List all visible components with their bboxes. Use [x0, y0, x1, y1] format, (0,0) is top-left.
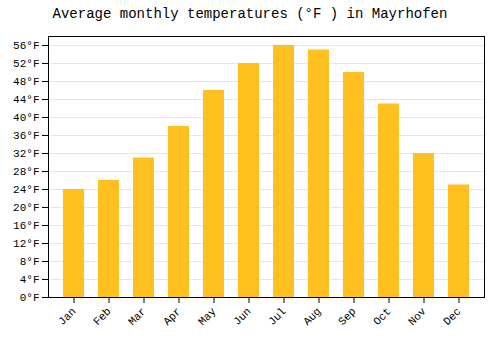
svg-text:32°F: 32°F: [13, 148, 39, 160]
svg-text:52°F: 52°F: [13, 58, 39, 70]
svg-text:28°F: 28°F: [13, 166, 39, 178]
svg-text:12°F: 12°F: [13, 238, 39, 250]
svg-text:Apr: Apr: [161, 305, 183, 327]
html-text:Average monthly temperatures (: Average monthly temperatures (°F ) in Ma…: [52, 6, 448, 22]
svg-text:Mar: Mar: [126, 305, 148, 327]
svg-text:0°F: 0°F: [20, 292, 40, 304]
svg-text:Oct: Oct: [371, 305, 393, 327]
svg-text:20°F: 20°F: [13, 202, 39, 214]
svg-text:40°F: 40°F: [13, 112, 39, 124]
svg-text:Dec: Dec: [441, 305, 463, 327]
svg-text:44°F: 44°F: [13, 94, 39, 106]
svg-text:Nov: Nov: [406, 305, 429, 328]
svg-text:56°F: 56°F: [13, 40, 39, 52]
svg-text:May: May: [196, 305, 219, 328]
svg-text:8°F: 8°F: [20, 256, 40, 268]
svg-text:16°F: 16°F: [13, 220, 39, 232]
svg-text:Aug: Aug: [301, 305, 323, 327]
svg-text:4°F: 4°F: [20, 274, 40, 286]
svg-text:Jan: Jan: [56, 305, 78, 327]
svg-text:Sep: Sep: [336, 305, 358, 327]
svg-text:Jun: Jun: [231, 305, 253, 327]
svg-text:Feb: Feb: [91, 305, 113, 327]
svg-text:48°F: 48°F: [13, 76, 39, 88]
svg-text:Jul: Jul: [266, 305, 288, 327]
svg-text:24°F: 24°F: [13, 184, 39, 196]
svg-text:36°F: 36°F: [13, 130, 39, 142]
